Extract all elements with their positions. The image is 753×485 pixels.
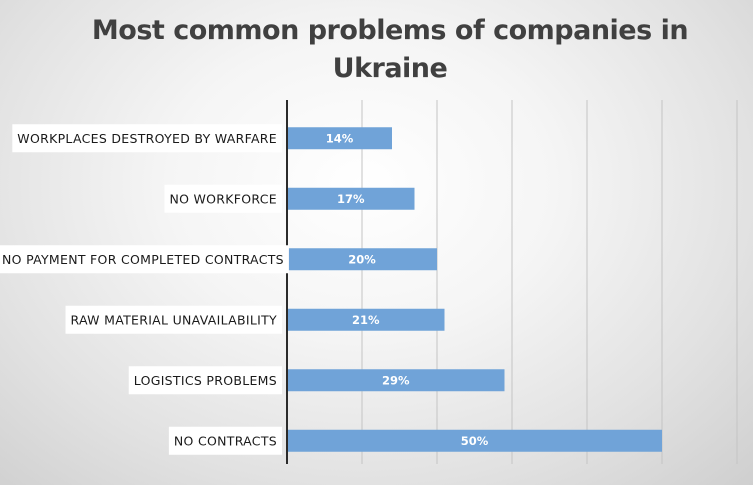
data-label: 21% xyxy=(352,313,380,327)
bar xyxy=(287,248,437,271)
bar xyxy=(287,187,415,210)
bar xyxy=(287,429,662,452)
data-label: 17% xyxy=(337,192,365,206)
category-label: NO CONTRACTS xyxy=(174,433,277,448)
category-label-box xyxy=(0,245,289,274)
category-label-box xyxy=(12,124,282,153)
chart-title: Most common problems of companies in Ukr… xyxy=(91,15,689,84)
data-label: 14% xyxy=(326,131,354,145)
category-label-box xyxy=(168,426,282,455)
bar xyxy=(287,127,392,150)
category-label: LOGISTICS PROBLEMS xyxy=(134,373,277,388)
bar xyxy=(287,369,505,392)
category-label-box xyxy=(164,184,282,213)
category-label-box xyxy=(65,305,282,334)
category-label: RAW MATERIAL UNAVAILABILITY xyxy=(71,312,278,327)
bar xyxy=(287,308,445,331)
category-label: NO PAYMENT FOR COMPLETED CONTRACTS xyxy=(2,252,284,267)
category-label-box xyxy=(128,366,282,395)
data-label: 50% xyxy=(461,434,489,448)
data-label: 29% xyxy=(382,373,410,387)
data-label: 20% xyxy=(348,252,376,266)
category-label: WORKPLACES DESTROYED BY WARFARE xyxy=(17,131,277,146)
category-label: NO WORKFORCE xyxy=(169,191,277,206)
